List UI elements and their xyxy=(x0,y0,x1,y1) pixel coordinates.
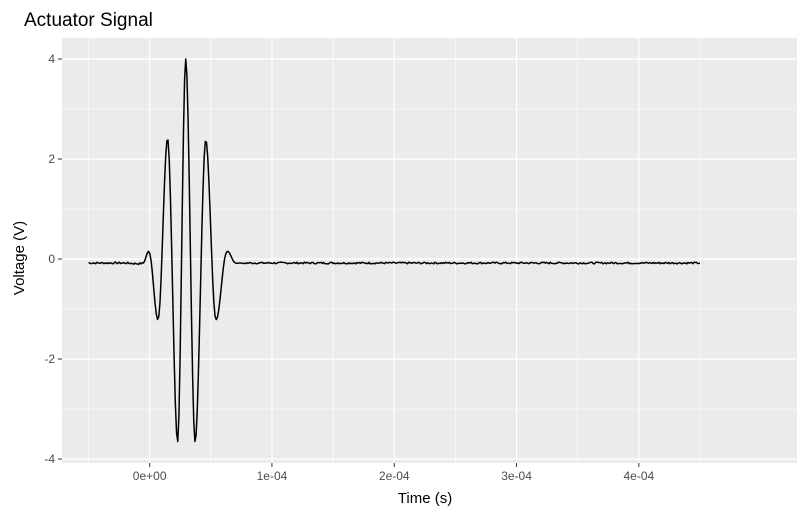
x-tick-label: 4e-04 xyxy=(623,469,654,483)
x-axis-title: Time (s) xyxy=(398,490,452,507)
x-tick-label: 3e-04 xyxy=(501,469,532,483)
x-tick-label: 1e-04 xyxy=(257,469,288,483)
y-tick-label: -4 xyxy=(44,452,55,466)
grid-lines xyxy=(62,38,797,463)
series-line-actuator-signal xyxy=(88,58,701,443)
x-tick-label: 2e-04 xyxy=(379,469,410,483)
chart-title: Actuator Signal xyxy=(24,10,153,31)
y-tick-label: 2 xyxy=(48,152,55,166)
axis-ticks: 0e+00 1e-04 2e-04 3e-04 4e-04 -4 -2 0 2 4 xyxy=(44,52,654,483)
y-tick-label: -2 xyxy=(44,352,55,366)
y-tick-label: 0 xyxy=(48,252,55,266)
y-tick-label: 4 xyxy=(48,52,55,66)
x-tick-label: 0e+00 xyxy=(133,469,167,483)
y-axis-title: Voltage (V) xyxy=(11,221,28,295)
